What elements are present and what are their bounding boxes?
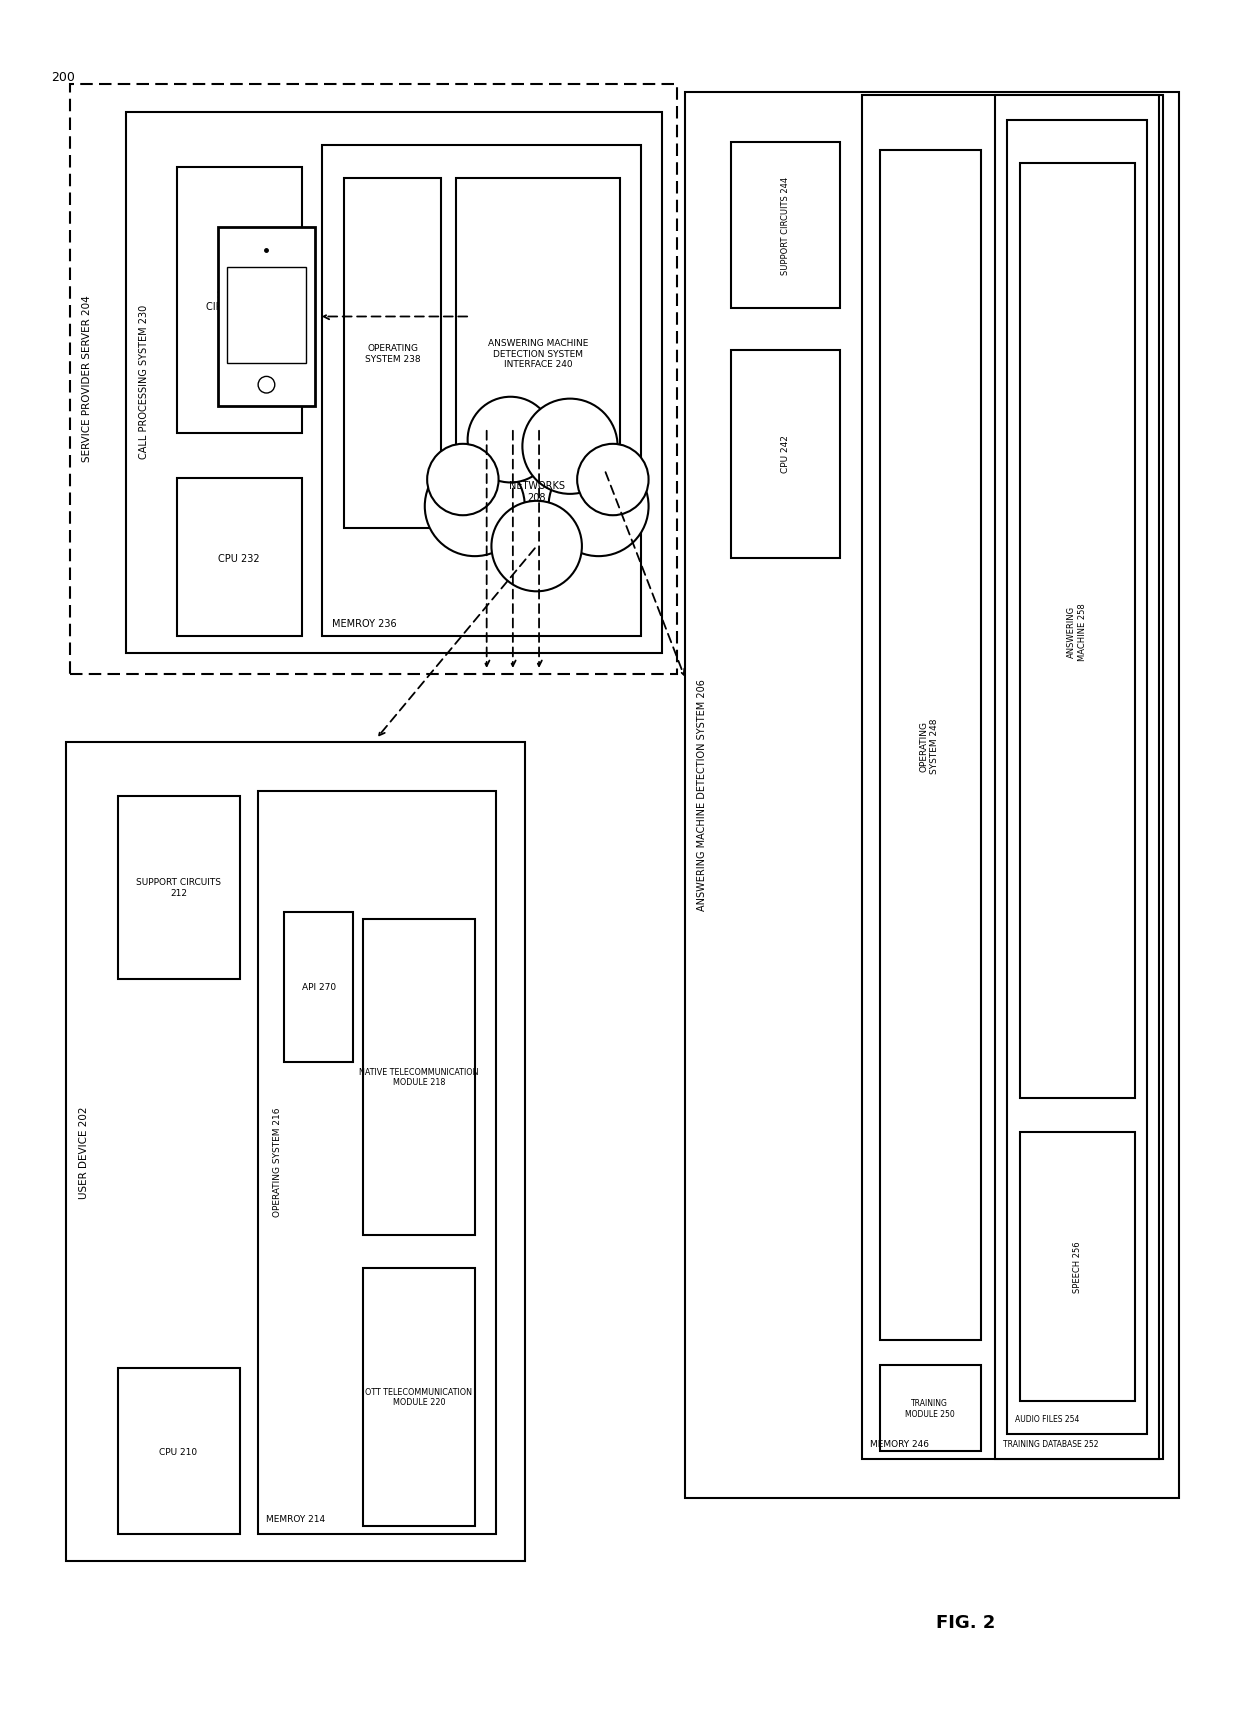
Text: CALL PROCESSING SYSTEM 230: CALL PROCESSING SYSTEM 230: [139, 305, 149, 459]
Text: SPEECH 256: SPEECH 256: [1073, 1240, 1081, 1292]
Text: TRAINING
MODULE 250: TRAINING MODULE 250: [905, 1398, 955, 1419]
Ellipse shape: [258, 378, 275, 393]
Bar: [1007, 121, 1147, 1434]
Text: SUPPORT CIRCUITS 244: SUPPORT CIRCUITS 244: [781, 177, 790, 275]
Text: SUPPORT CIRCUITS
212: SUPPORT CIRCUITS 212: [136, 878, 221, 897]
Ellipse shape: [467, 398, 553, 483]
Text: USER DEVICE 202: USER DEVICE 202: [79, 1105, 89, 1199]
Bar: [322, 145, 641, 637]
Bar: [69, 85, 677, 675]
Text: API 270: API 270: [301, 982, 336, 992]
Text: SERVICE PROVIDER SERVER 204: SERVICE PROVIDER SERVER 204: [82, 296, 92, 462]
Text: ANSWERING MACHINE
DETECTION SYSTEM
INTERFACE 240: ANSWERING MACHINE DETECTION SYSTEM INTER…: [487, 339, 588, 369]
Text: CPU 232: CPU 232: [218, 554, 260, 563]
Bar: [177, 478, 303, 637]
Text: FIG. 2: FIG. 2: [935, 1614, 994, 1632]
Bar: [126, 113, 662, 653]
Ellipse shape: [491, 502, 582, 592]
Text: CPU 242: CPU 242: [781, 435, 790, 473]
Ellipse shape: [548, 457, 649, 556]
Text: MEMORY 246: MEMORY 246: [870, 1439, 929, 1448]
Ellipse shape: [467, 417, 605, 556]
Text: TRAINING DATABASE 252: TRAINING DATABASE 252: [1003, 1439, 1099, 1448]
Bar: [1021, 165, 1136, 1098]
Bar: [730, 350, 841, 558]
Text: CPU 210: CPU 210: [159, 1446, 197, 1457]
Bar: [994, 97, 1159, 1460]
Bar: [363, 920, 475, 1235]
Text: ANSWERING MACHINE DETECTION SYSTEM 206: ANSWERING MACHINE DETECTION SYSTEM 206: [697, 679, 707, 911]
Text: AUDIO FILES 254: AUDIO FILES 254: [1016, 1413, 1080, 1424]
Bar: [363, 1268, 475, 1526]
Bar: [258, 792, 496, 1535]
Bar: [879, 151, 981, 1341]
Ellipse shape: [522, 400, 618, 495]
Text: OTT TELECOMMUNICATION
MODULE 220: OTT TELECOMMUNICATION MODULE 220: [366, 1387, 472, 1406]
Ellipse shape: [425, 457, 525, 556]
Bar: [862, 97, 1163, 1460]
Ellipse shape: [427, 445, 498, 516]
Bar: [218, 227, 315, 407]
Bar: [343, 180, 441, 528]
Text: OPERATING
SYSTEM 248: OPERATING SYSTEM 248: [920, 719, 939, 774]
Text: ANSWERING
MACHINE 258: ANSWERING MACHINE 258: [1068, 603, 1086, 660]
Bar: [284, 913, 353, 1062]
Bar: [1021, 1133, 1136, 1401]
Bar: [177, 168, 303, 433]
Text: MEMROY 214: MEMROY 214: [267, 1514, 326, 1522]
Text: NETWORKS
208: NETWORKS 208: [508, 481, 564, 502]
Bar: [686, 94, 1179, 1498]
Text: NATIVE TELECOMMUNICATION
MODULE 218: NATIVE TELECOMMUNICATION MODULE 218: [360, 1067, 479, 1088]
Bar: [730, 142, 841, 308]
Text: OPERATING SYSTEM 216: OPERATING SYSTEM 216: [273, 1107, 281, 1216]
Bar: [456, 180, 620, 528]
Bar: [879, 1365, 981, 1451]
Bar: [118, 1368, 241, 1535]
Bar: [118, 797, 241, 979]
Bar: [227, 267, 306, 364]
Text: SUPPORT
CIRCUITS 234: SUPPORT CIRCUITS 234: [206, 289, 273, 312]
Ellipse shape: [577, 445, 649, 516]
Text: MEMROY 236: MEMROY 236: [332, 618, 397, 629]
Text: OPERATING
SYSTEM 238: OPERATING SYSTEM 238: [365, 345, 420, 364]
Bar: [67, 743, 525, 1561]
Text: 200: 200: [51, 71, 74, 85]
